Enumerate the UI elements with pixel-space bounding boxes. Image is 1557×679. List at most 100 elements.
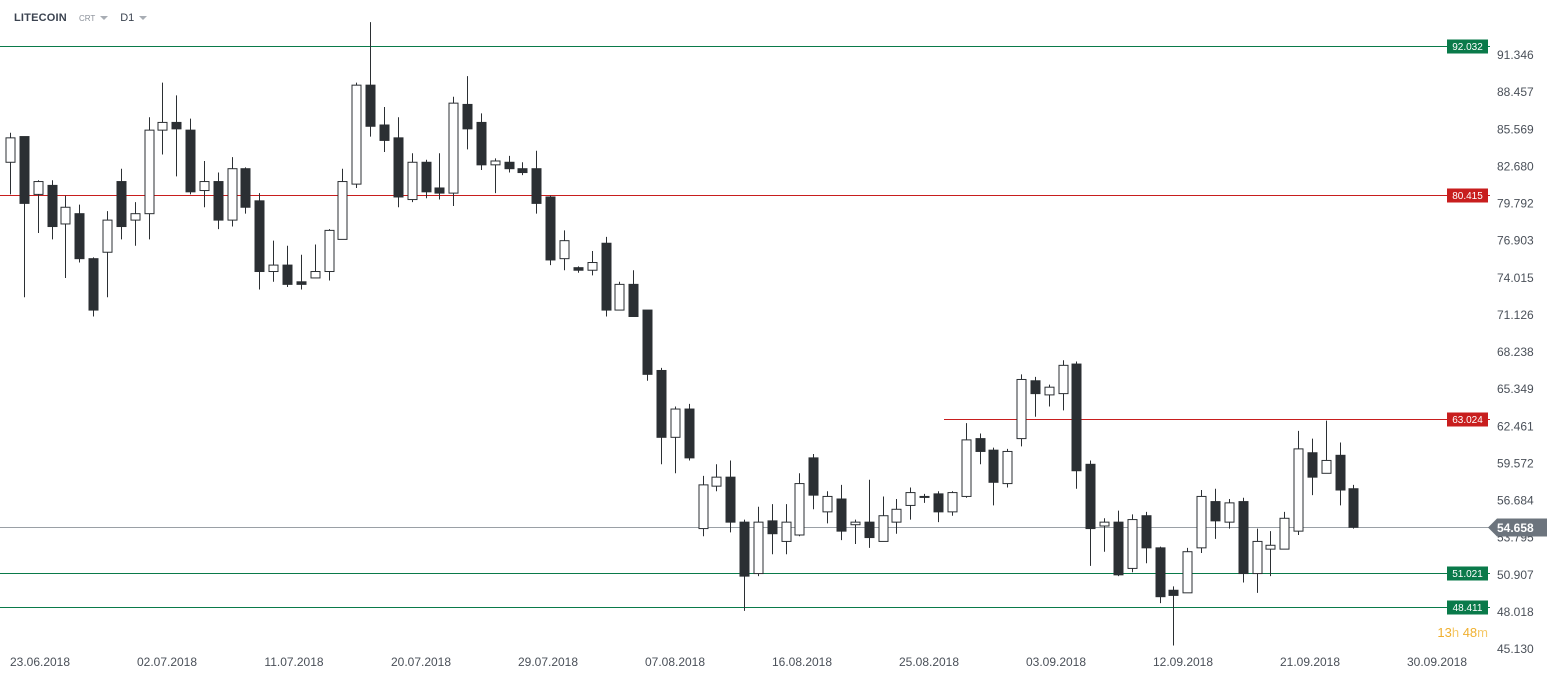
candle[interactable] xyxy=(351,82,362,188)
candle[interactable] xyxy=(794,473,805,537)
candle[interactable] xyxy=(684,403,695,461)
candle[interactable] xyxy=(337,168,348,240)
candle[interactable] xyxy=(448,96,459,206)
candle[interactable] xyxy=(545,195,556,266)
candle[interactable] xyxy=(850,519,861,544)
candle[interactable] xyxy=(1113,510,1124,577)
candle[interactable] xyxy=(836,484,847,541)
candle[interactable] xyxy=(60,195,71,278)
candle[interactable] xyxy=(1265,531,1276,577)
candle[interactable] xyxy=(601,236,612,317)
candle[interactable] xyxy=(919,493,930,503)
candle[interactable] xyxy=(116,168,127,240)
candle[interactable] xyxy=(1168,586,1179,646)
candle[interactable] xyxy=(240,167,251,214)
candle[interactable] xyxy=(1210,488,1221,539)
candle[interactable] xyxy=(1071,361,1082,489)
candle[interactable] xyxy=(905,487,916,520)
candle[interactable] xyxy=(1085,460,1096,566)
candle[interactable] xyxy=(1182,547,1193,594)
candle[interactable] xyxy=(975,433,986,465)
candle[interactable] xyxy=(739,519,750,611)
candle[interactable] xyxy=(1030,376,1041,417)
candle[interactable] xyxy=(781,504,792,555)
candle[interactable] xyxy=(864,479,875,548)
candle[interactable] xyxy=(102,211,113,298)
candle[interactable] xyxy=(185,118,196,195)
candle[interactable] xyxy=(573,266,584,273)
candle[interactable] xyxy=(88,257,99,317)
candle[interactable] xyxy=(296,254,307,290)
timeframe-dropdown[interactable]: D1 xyxy=(120,12,148,24)
candle[interactable] xyxy=(1058,360,1069,411)
candle[interactable] xyxy=(628,270,639,318)
candle[interactable] xyxy=(5,132,16,195)
candle[interactable] xyxy=(1335,442,1346,506)
candle[interactable] xyxy=(490,158,501,194)
candle[interactable] xyxy=(1348,484,1359,529)
candle[interactable] xyxy=(144,117,155,240)
candle[interactable] xyxy=(130,202,141,246)
source-dropdown[interactable]: CRT xyxy=(79,14,109,23)
candle[interactable] xyxy=(947,491,958,516)
candle[interactable] xyxy=(254,193,265,290)
candle[interactable] xyxy=(822,491,833,524)
candle[interactable] xyxy=(1002,448,1013,488)
candle[interactable] xyxy=(517,162,528,176)
candle[interactable] xyxy=(1224,499,1235,529)
candle[interactable] xyxy=(767,504,778,555)
candle[interactable] xyxy=(1293,430,1304,535)
candle[interactable] xyxy=(268,240,279,282)
candle[interactable] xyxy=(698,475,709,537)
candle[interactable] xyxy=(808,454,819,510)
candle[interactable] xyxy=(988,447,999,506)
candle[interactable] xyxy=(199,160,210,208)
candle[interactable] xyxy=(753,506,764,577)
candle[interactable] xyxy=(365,22,376,137)
candle[interactable] xyxy=(407,153,418,203)
candle[interactable] xyxy=(213,172,224,230)
candle[interactable] xyxy=(614,281,625,311)
candle[interactable] xyxy=(324,229,335,281)
candle[interactable] xyxy=(504,155,515,173)
candle[interactable] xyxy=(33,180,44,233)
candle[interactable] xyxy=(1127,514,1138,573)
candle[interactable] xyxy=(310,244,321,279)
candle[interactable] xyxy=(379,107,390,152)
candle[interactable] xyxy=(1279,511,1290,550)
candle[interactable] xyxy=(559,230,570,271)
candle[interactable] xyxy=(227,157,238,227)
candle[interactable] xyxy=(476,113,487,170)
candle[interactable] xyxy=(891,499,902,534)
candle[interactable] xyxy=(1099,518,1110,552)
candle[interactable] xyxy=(282,245,293,287)
candle[interactable] xyxy=(462,76,473,150)
candle[interactable] xyxy=(1044,384,1055,407)
candle[interactable] xyxy=(74,204,85,263)
candle[interactable] xyxy=(47,180,58,240)
candle[interactable] xyxy=(711,464,722,492)
candle[interactable] xyxy=(531,150,542,214)
candle[interactable] xyxy=(421,159,432,199)
candle[interactable] xyxy=(1196,490,1207,553)
candle[interactable] xyxy=(19,136,30,298)
candle[interactable] xyxy=(1238,497,1249,583)
candle[interactable] xyxy=(434,153,445,200)
candle[interactable] xyxy=(1252,528,1263,593)
candle[interactable] xyxy=(670,406,681,474)
candle[interactable] xyxy=(878,496,889,542)
candle[interactable] xyxy=(157,82,168,155)
candle[interactable] xyxy=(961,423,972,498)
candle[interactable] xyxy=(933,491,944,523)
candle[interactable] xyxy=(642,309,653,381)
candle[interactable] xyxy=(1016,374,1027,447)
candle[interactable] xyxy=(1155,546,1166,604)
candle[interactable] xyxy=(393,117,404,208)
candle[interactable] xyxy=(1321,420,1332,474)
candle[interactable] xyxy=(171,95,182,177)
candle[interactable] xyxy=(725,460,736,533)
candle[interactable] xyxy=(1141,511,1152,564)
candle[interactable] xyxy=(1307,438,1318,496)
candle[interactable] xyxy=(656,367,667,465)
